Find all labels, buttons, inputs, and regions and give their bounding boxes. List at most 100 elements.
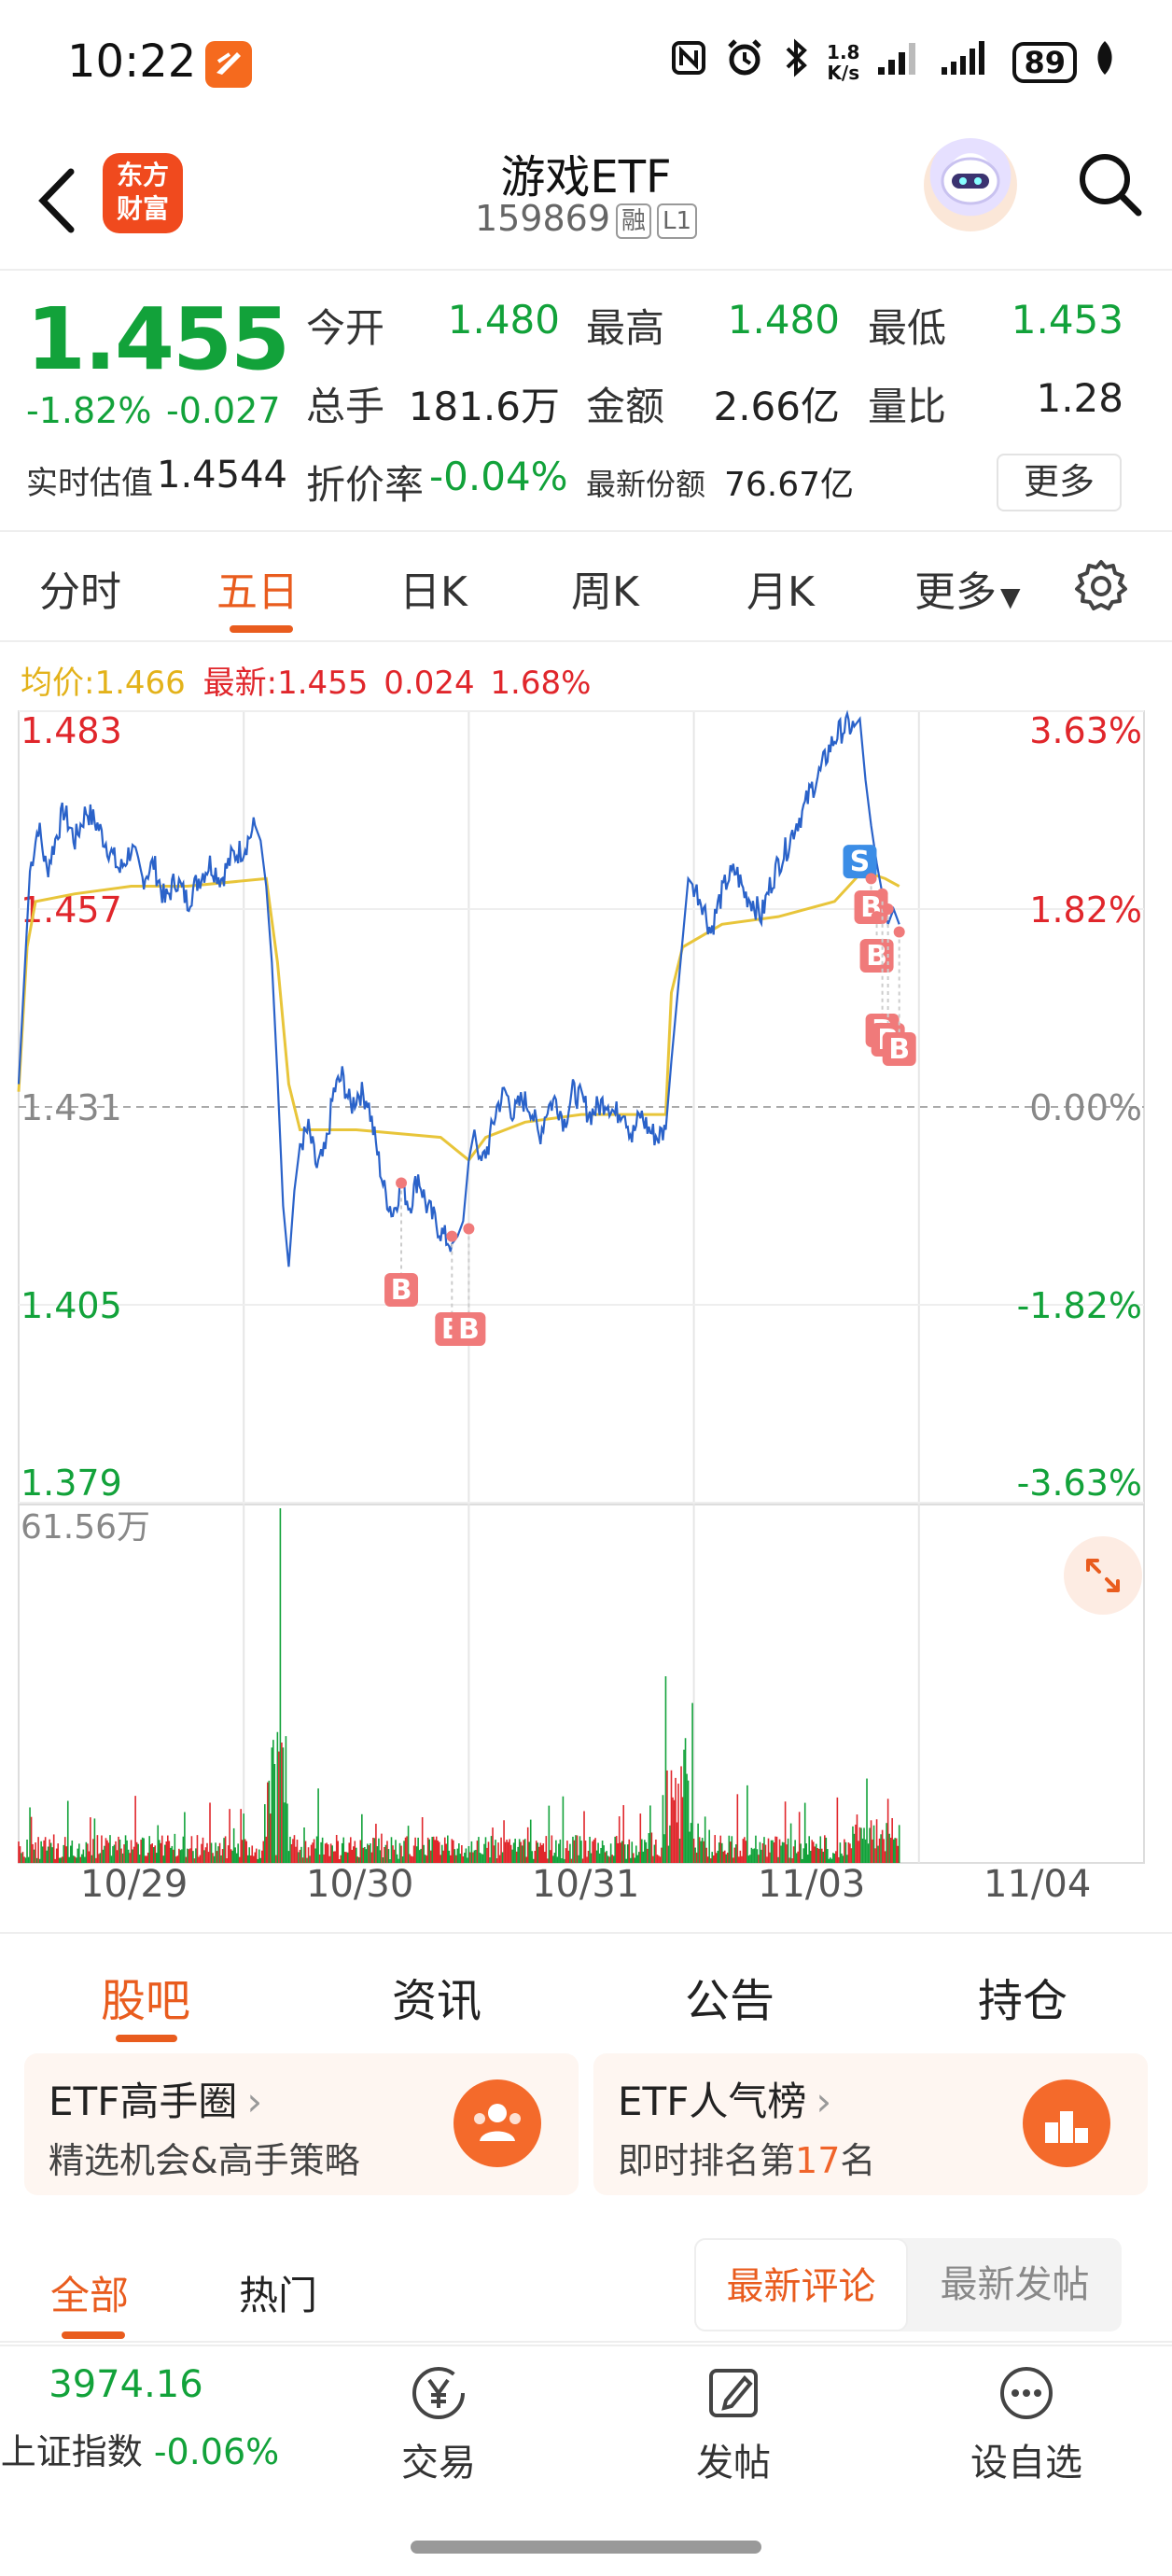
ai-assistant-avatar[interactable]	[924, 138, 1017, 231]
y-tick-label-right: -3.63%	[1017, 1463, 1142, 1504]
index-name[interactable]: 上证指数 -0.06%	[0, 2431, 280, 2472]
premium-value: -0.04%	[429, 454, 568, 499]
date-label: 11/03	[758, 1863, 866, 1906]
tab-monthly-k[interactable]: 月K	[746, 568, 815, 616]
code-text: 159869	[474, 198, 610, 239]
chart-settings-button[interactable]	[1073, 558, 1129, 614]
yen-circle-icon	[412, 2367, 465, 2419]
status-bar: 10:22 1.8 K/s 89	[0, 0, 1172, 131]
stock-code: 159869 融 L1	[0, 198, 1172, 239]
tab-guba[interactable]: 股吧	[101, 1975, 191, 2027]
y-tick-label-left: 1.379	[21, 1463, 122, 1504]
header: 东方 财富 游戏ETF 159869 融 L1	[0, 131, 1172, 271]
tab-daily-k[interactable]: 日K	[399, 568, 467, 616]
stat-label-open: 今开	[306, 305, 385, 351]
feed-tabs: 全部 热门 最新评论 最新发帖	[0, 2221, 1172, 2343]
post-button[interactable]: 发帖	[640, 2363, 827, 2486]
leaf-icon	[1094, 39, 1116, 85]
tab-hot[interactable]: 热门	[239, 2273, 318, 2318]
etf-popularity-card[interactable]: ETF人气榜 › 即时排名第17名	[593, 2053, 1148, 2195]
tab-holdings[interactable]: 持仓	[978, 1975, 1068, 2027]
search-button[interactable]	[1073, 147, 1148, 222]
tab-announcements[interactable]: 公告	[685, 1975, 775, 2027]
buy-marker	[384, 1273, 419, 1307]
stat-label-low: 最低	[868, 305, 947, 351]
more-stats-button[interactable]: 更多	[997, 454, 1122, 511]
chevron-left-icon	[38, 168, 75, 233]
index-value[interactable]: 3974.16	[49, 2363, 203, 2406]
add-watchlist-label: 设自选	[970, 2442, 1082, 2485]
marker-label: S	[850, 846, 871, 878]
podium-icon	[1023, 2079, 1110, 2167]
fullscreen-button[interactable]	[1064, 1536, 1142, 1615]
add-watchlist-button[interactable]: 设自选	[933, 2363, 1120, 2486]
period-tabs: 分时 五日 日K 周K 月K 更多 ▼	[0, 532, 1172, 642]
bottom-bar: 3974.16 上证指数 -0.06% 交易 发帖 设自选	[0, 2345, 1172, 2576]
latest-label: 最新:	[202, 665, 278, 702]
volume-pane-frame	[18, 1504, 1145, 1864]
chart-legend: 均价:1.466 最新:1.455 0.024 1.68%	[21, 657, 591, 703]
y-tick-label-left: 1.405	[21, 1285, 122, 1326]
signal-icon-2	[940, 39, 996, 85]
stat-label-volume: 总手	[306, 384, 385, 429]
card-title: ETF高手圈 ›	[49, 2079, 263, 2124]
active-tab-indicator	[230, 625, 293, 633]
last-price: 1.455	[26, 289, 290, 389]
avg-label: 均价:	[21, 665, 95, 702]
quote-panel: 1.455 -1.82% -0.027 实时估值 1.4544 今开 1.480…	[0, 271, 1172, 532]
stat-value-amount: 2.66亿	[713, 384, 840, 429]
tab-intraday[interactable]: 分时	[39, 568, 121, 616]
page-title: 游戏ETF	[500, 151, 672, 203]
stat-value-volume-ratio: 1.28	[1036, 375, 1123, 421]
y-tick-label-right: 0.00%	[1029, 1087, 1142, 1128]
y-tick-label-left: 1.483	[21, 710, 122, 751]
stat-value-volume: 181.6万	[408, 384, 560, 429]
sort-toggle: 最新评论 最新发帖	[694, 2238, 1122, 2331]
marker-label: B	[391, 1274, 412, 1307]
buy-marker	[859, 939, 894, 973]
stat-value-open: 1.480	[447, 297, 560, 343]
y-tick-label-right: -1.82%	[1017, 1285, 1142, 1326]
stat-label-high: 最高	[586, 305, 665, 351]
five-day-chart[interactable]: 1.483 3.63% 1.457 1.82% 1.431 0.00% 1.405 -1.82…	[0, 700, 1172, 1932]
buy-marker	[452, 1312, 486, 1346]
card-subtitle: 精选机会&高手策略	[49, 2140, 360, 2181]
sort-latest-post[interactable]: 最新发帖	[940, 2263, 1090, 2306]
date-label: 11/04	[984, 1863, 1092, 1906]
chevron-right-icon: ›	[246, 2079, 263, 2124]
section-tabs: 股吧 资讯 公告 持仓	[0, 1932, 1172, 2044]
network-speed: 1.8 K/s	[827, 40, 860, 84]
card-subtitle: 即时排名第17名	[618, 2140, 876, 2181]
trade-button[interactable]: 交易	[345, 2363, 532, 2486]
marker-label: B	[866, 940, 887, 973]
shares-value: 76.67亿	[724, 466, 855, 504]
marker-dot	[876, 888, 888, 900]
stat-value-high: 1.480	[727, 297, 840, 343]
tab-weekly-k[interactable]: 周K	[571, 568, 639, 616]
status-icons: 1.8 K/s 89	[670, 37, 1116, 87]
tab-news[interactable]: 资讯	[392, 1975, 482, 2027]
level-tag: L1	[657, 203, 698, 239]
y-tick-label-left: 1.431	[21, 1087, 122, 1128]
battery-indicator: 89	[1012, 41, 1077, 83]
marker-dot	[463, 1223, 475, 1235]
estimate-label: 实时估值	[26, 465, 153, 502]
marker-label: B	[458, 1313, 480, 1346]
sell-marker	[843, 845, 877, 879]
signal-icon	[876, 39, 923, 85]
post-label: 发帖	[696, 2442, 771, 2485]
sort-latest-comment[interactable]: 最新评论	[694, 2238, 908, 2331]
brand-logo[interactable]: 东方 财富	[103, 153, 183, 233]
marker-dot	[446, 1230, 458, 1242]
tab-more[interactable]: 更多 ▼	[914, 558, 1021, 618]
estimate-value: 1.4544	[157, 454, 287, 497]
marker-label: B	[888, 1033, 910, 1066]
stat-label-volume-ratio: 量比	[868, 384, 947, 429]
etf-expert-circle-card[interactable]: ETF高手圈 › 精选机会&高手策略	[24, 2053, 579, 2195]
change-amount: -0.027	[166, 390, 281, 431]
tab-five-day[interactable]: 五日	[216, 568, 299, 616]
back-button[interactable]	[30, 159, 86, 243]
trade-label: 交易	[401, 2442, 476, 2485]
tab-all[interactable]: 全部	[50, 2273, 130, 2318]
home-indicator[interactable]	[411, 2541, 761, 2554]
